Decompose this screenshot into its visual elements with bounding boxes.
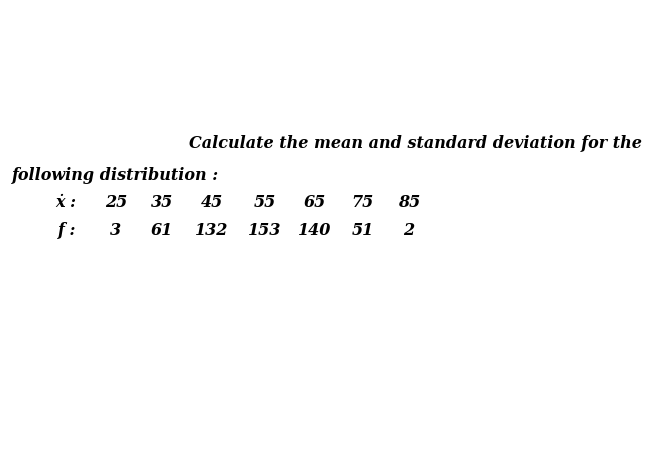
Text: 75: 75 [352, 194, 374, 211]
Text: 132: 132 [195, 221, 228, 238]
Text: 35: 35 [151, 194, 173, 211]
Text: Calculate the mean and standard deviation for the: Calculate the mean and standard deviatio… [189, 135, 642, 152]
Text: 65: 65 [303, 194, 326, 211]
Text: 153: 153 [248, 221, 281, 238]
Text: f :: f : [58, 221, 76, 238]
Text: 2: 2 [404, 221, 414, 238]
Text: 85: 85 [398, 194, 420, 211]
Text: ẋ :: ẋ : [55, 194, 76, 211]
Text: 45: 45 [201, 194, 223, 211]
Text: 3: 3 [111, 221, 121, 238]
Text: 61: 61 [151, 221, 173, 238]
Text: 25: 25 [105, 194, 127, 211]
Text: following distribution :: following distribution : [12, 167, 219, 184]
Text: 140: 140 [298, 221, 331, 238]
Text: 51: 51 [352, 221, 374, 238]
Text: 55: 55 [254, 194, 276, 211]
